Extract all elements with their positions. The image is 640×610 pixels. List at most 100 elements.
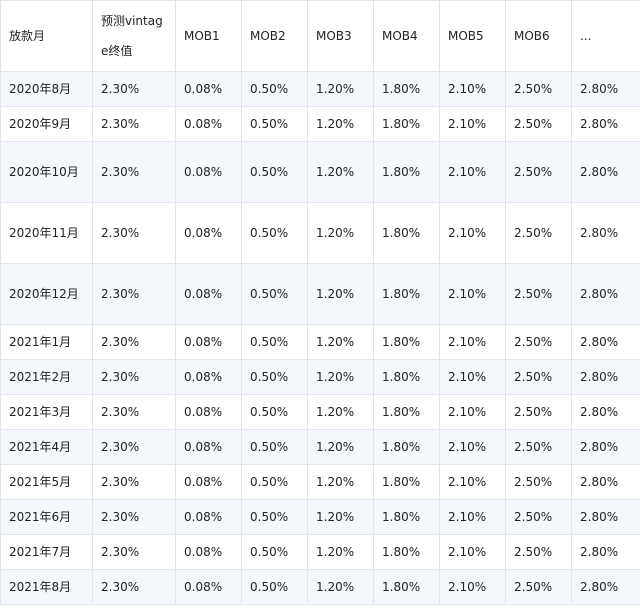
value-cell: 1.80% xyxy=(373,359,440,395)
value-cell: 2.30% xyxy=(92,141,176,203)
value-cell: 0.50% xyxy=(241,263,308,325)
value-cell: 1.20% xyxy=(307,464,374,500)
header-mob5: MOB5 xyxy=(439,0,506,72)
header-mob3: MOB3 xyxy=(307,0,374,72)
loan-month-cell: 2021年8月 xyxy=(0,569,93,605)
loan-month-cell: 2021年4月 xyxy=(0,429,93,465)
value-cell: 0.08% xyxy=(175,141,242,203)
value-cell: 2.80% xyxy=(571,106,640,142)
table-row: 2020年10月 2.30% 0.08% 0.50% 1.20% 1.80% 2.10% 2.… xyxy=(0,141,640,203)
table-row: 2021年8月 2.30% 0.08% 0.50% 1.20% 1.80% 2.10% 2.5… xyxy=(0,569,640,605)
value-cell: 1.80% xyxy=(373,534,440,570)
value-cell: 2.50% xyxy=(505,202,572,264)
value-cell: 0.50% xyxy=(241,429,308,465)
loan-month-cell: 2021年2月 xyxy=(0,359,93,395)
value-cell: 2.30% xyxy=(92,263,176,325)
table-row: 2021年6月 2.30% 0.08% 0.50% 1.20% 1.80% 2.10% 2.5… xyxy=(0,499,640,535)
table-row: 2020年8月 2.30% 0.08% 0.50% 1.20% 1.80% 2.10% 2.5… xyxy=(0,71,640,107)
value-cell: 1.80% xyxy=(373,71,440,107)
value-cell: 2.80% xyxy=(571,71,640,107)
value-cell: 2.50% xyxy=(505,394,572,430)
header-mob6: MOB6 xyxy=(505,0,572,72)
value-cell: 2.10% xyxy=(439,106,506,142)
loan-month-cell: 2020年10月 xyxy=(0,141,93,203)
value-cell: 2.10% xyxy=(439,202,506,264)
value-cell: 2.80% xyxy=(571,534,640,570)
value-cell: 2.50% xyxy=(505,106,572,142)
loan-month-cell: 2021年7月 xyxy=(0,534,93,570)
value-cell: 2.30% xyxy=(92,569,176,605)
value-cell: 1.80% xyxy=(373,464,440,500)
value-cell: 1.80% xyxy=(373,202,440,264)
value-cell: 2.80% xyxy=(571,324,640,360)
value-cell: 1.20% xyxy=(307,534,374,570)
loan-month-cell: 2020年8月 xyxy=(0,71,93,107)
value-cell: 2.10% xyxy=(439,499,506,535)
value-cell: 0.08% xyxy=(175,499,242,535)
table-header: 放款月 预测vintage终值 MOB1 MOB2 MOB3 MOB4 MOB5… xyxy=(0,0,640,72)
value-cell: 1.80% xyxy=(373,141,440,203)
value-cell: 0.50% xyxy=(241,202,308,264)
value-cell: 2.10% xyxy=(439,569,506,605)
value-cell: 2.80% xyxy=(571,569,640,605)
value-cell: 2.10% xyxy=(439,71,506,107)
value-cell: 0.50% xyxy=(241,464,308,500)
value-cell: 2.50% xyxy=(505,464,572,500)
loan-month-cell: 2021年3月 xyxy=(0,394,93,430)
value-cell: 1.20% xyxy=(307,202,374,264)
value-cell: 2.80% xyxy=(571,464,640,500)
value-cell: 2.50% xyxy=(505,359,572,395)
value-cell: 1.80% xyxy=(373,429,440,465)
value-cell: 1.80% xyxy=(373,499,440,535)
table-row: 2021年2月 2.30% 0.08% 0.50% 1.20% 1.80% 2.10% 2.5… xyxy=(0,359,640,395)
table-row: 2021年3月 2.30% 0.08% 0.50% 1.20% 1.80% 2.10% 2.5… xyxy=(0,394,640,430)
loan-month-cell: 2021年6月 xyxy=(0,499,93,535)
header-row: 放款月 预测vintage终值 MOB1 MOB2 MOB3 MOB4 MOB5… xyxy=(0,0,640,72)
value-cell: 1.20% xyxy=(307,359,374,395)
loan-month-cell: 2020年9月 xyxy=(0,106,93,142)
table-body: 2020年8月 2.30% 0.08% 0.50% 1.20% 1.80% 2.10% 2.5… xyxy=(0,71,640,605)
value-cell: 1.20% xyxy=(307,263,374,325)
value-cell: 0.50% xyxy=(241,534,308,570)
value-cell: 0.50% xyxy=(241,359,308,395)
header-mob2: MOB2 xyxy=(241,0,308,72)
value-cell: 2.80% xyxy=(571,499,640,535)
value-cell: 0.08% xyxy=(175,394,242,430)
value-cell: 2.80% xyxy=(571,141,640,203)
value-cell: 2.10% xyxy=(439,394,506,430)
value-cell: 2.10% xyxy=(439,534,506,570)
value-cell: 2.10% xyxy=(439,359,506,395)
value-cell: 2.10% xyxy=(439,429,506,465)
value-cell: 2.30% xyxy=(92,429,176,465)
value-cell: 2.10% xyxy=(439,263,506,325)
value-cell: 2.30% xyxy=(92,499,176,535)
value-cell: 0.50% xyxy=(241,324,308,360)
value-cell: 0.08% xyxy=(175,324,242,360)
value-cell: 1.20% xyxy=(307,394,374,430)
value-cell: 2.50% xyxy=(505,263,572,325)
value-cell: 1.20% xyxy=(307,429,374,465)
value-cell: 0.08% xyxy=(175,71,242,107)
table-row: 2020年12月 2.30% 0.08% 0.50% 1.20% 1.80% 2.10% 2.… xyxy=(0,263,640,325)
value-cell: 2.30% xyxy=(92,324,176,360)
value-cell: 2.30% xyxy=(92,71,176,107)
value-cell: 2.30% xyxy=(92,394,176,430)
value-cell: 1.20% xyxy=(307,71,374,107)
value-cell: 2.80% xyxy=(571,394,640,430)
value-cell: 1.80% xyxy=(373,324,440,360)
value-cell: 0.50% xyxy=(241,106,308,142)
value-cell: 0.50% xyxy=(241,141,308,203)
value-cell: 2.50% xyxy=(505,534,572,570)
header-more: ... xyxy=(571,0,640,72)
header-loan-month: 放款月 xyxy=(0,0,93,72)
value-cell: 1.80% xyxy=(373,569,440,605)
table-row: 2021年7月 2.30% 0.08% 0.50% 1.20% 1.80% 2.10% 2.5… xyxy=(0,534,640,570)
table-row: 2021年4月 2.30% 0.08% 0.50% 1.20% 1.80% 2.10% 2.5… xyxy=(0,429,640,465)
value-cell: 2.80% xyxy=(571,202,640,264)
value-cell: 2.80% xyxy=(571,263,640,325)
value-cell: 2.10% xyxy=(439,324,506,360)
value-cell: 2.50% xyxy=(505,324,572,360)
loan-month-cell: 2021年1月 xyxy=(0,324,93,360)
loan-month-cell: 2020年12月 xyxy=(0,263,93,325)
